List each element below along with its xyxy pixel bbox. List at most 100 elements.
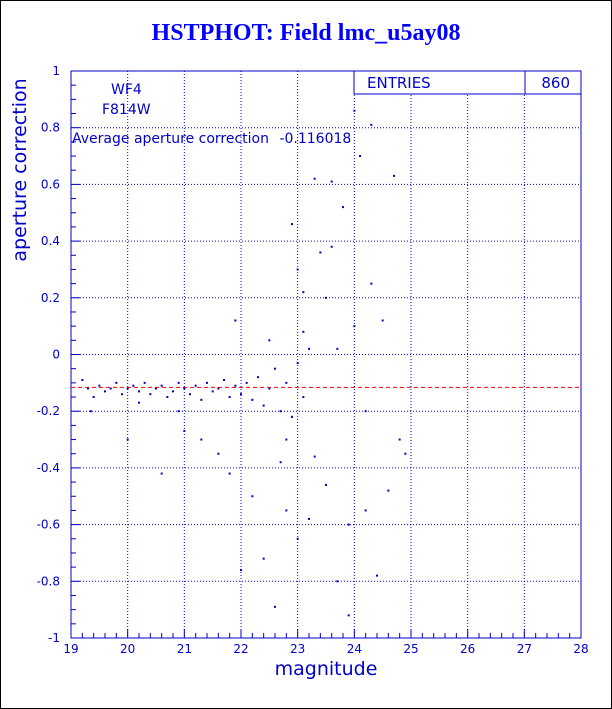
data-point bbox=[387, 489, 390, 492]
stats-label: ENTRIES bbox=[367, 74, 431, 92]
data-point bbox=[285, 381, 288, 384]
data-point bbox=[81, 379, 84, 382]
data-point bbox=[211, 390, 214, 393]
y-tick-label: 0.2 bbox=[41, 291, 60, 305]
data-point bbox=[183, 387, 186, 390]
data-point bbox=[296, 268, 299, 271]
x-axis-label: magnitude bbox=[275, 658, 378, 680]
data-point bbox=[121, 393, 123, 396]
y-axis-label: aperture correction bbox=[9, 78, 31, 261]
stats-value: 860 bbox=[541, 74, 570, 92]
x-tick-label: 20 bbox=[120, 642, 135, 656]
data-point bbox=[274, 605, 276, 608]
data-point bbox=[296, 537, 299, 540]
data-point bbox=[291, 223, 293, 226]
data-point bbox=[279, 410, 282, 413]
data-point bbox=[228, 472, 231, 475]
data-point bbox=[268, 339, 271, 342]
data-point bbox=[296, 362, 299, 365]
data-point bbox=[206, 381, 208, 384]
y-tick-label: 0.8 bbox=[41, 121, 60, 135]
y-tick-labels: -1 -0.8 -0.6 -0.4 -0.2 0 0.2 0.4 0.6 0.8 1 bbox=[37, 64, 60, 645]
data-point bbox=[217, 452, 220, 455]
data-point bbox=[353, 325, 356, 328]
y-tick-label: -0.4 bbox=[37, 461, 60, 475]
data-point bbox=[319, 251, 322, 254]
data-point bbox=[404, 452, 407, 455]
data-point bbox=[200, 398, 203, 401]
data-point bbox=[342, 206, 344, 209]
data-point bbox=[268, 387, 271, 390]
data-point bbox=[245, 381, 248, 384]
data-point bbox=[160, 472, 163, 475]
x-tick-label: 26 bbox=[460, 642, 475, 656]
data-point bbox=[240, 393, 242, 396]
data-point bbox=[353, 109, 356, 112]
x-tick-labels: 19 20 21 22 23 24 25 26 27 28 bbox=[63, 642, 588, 656]
x-tick-label: 21 bbox=[177, 642, 192, 656]
data-point bbox=[330, 180, 333, 183]
data-point bbox=[274, 367, 276, 370]
data-point bbox=[381, 319, 384, 322]
data-point bbox=[370, 282, 373, 285]
data-point bbox=[302, 330, 305, 333]
data-point bbox=[189, 393, 191, 396]
data-point bbox=[155, 387, 157, 390]
data-point bbox=[98, 384, 101, 387]
x-tick-label: 19 bbox=[63, 642, 78, 656]
data-point bbox=[228, 396, 231, 399]
data-point bbox=[149, 393, 152, 396]
data-point bbox=[370, 123, 373, 126]
data-point bbox=[262, 404, 265, 407]
stats-box: ENTRIES 860 bbox=[353, 70, 582, 95]
data-point bbox=[364, 509, 367, 512]
y-tick-label: 0 bbox=[52, 348, 60, 362]
data-point bbox=[200, 438, 203, 441]
data-point bbox=[393, 174, 395, 177]
data-point bbox=[234, 319, 237, 322]
x-tick-label: 23 bbox=[290, 642, 305, 656]
tick-marks bbox=[70, 70, 582, 639]
x-tick-label: 28 bbox=[573, 642, 588, 656]
data-point bbox=[194, 384, 197, 387]
average-label-text: Average aperture correction bbox=[72, 131, 269, 147]
data-point bbox=[262, 557, 265, 560]
data-point bbox=[325, 296, 327, 299]
data-point bbox=[132, 384, 135, 387]
data-point bbox=[138, 401, 140, 404]
data-point bbox=[251, 495, 254, 498]
data-point bbox=[143, 381, 146, 384]
data-point bbox=[177, 381, 180, 384]
data-point bbox=[364, 410, 367, 413]
filter-label: F814W bbox=[102, 102, 151, 118]
y-tick-label: 0.4 bbox=[41, 234, 60, 248]
data-point bbox=[398, 438, 401, 441]
data-point bbox=[251, 398, 254, 401]
data-point bbox=[109, 387, 112, 390]
data-point bbox=[217, 387, 220, 390]
data-point bbox=[234, 384, 237, 387]
data-point bbox=[285, 438, 288, 441]
data-point bbox=[302, 291, 305, 294]
data-point bbox=[325, 483, 327, 486]
data-point bbox=[160, 384, 163, 387]
x-tick-label: 24 bbox=[347, 642, 362, 656]
data-point bbox=[183, 430, 186, 433]
chip-label: WF4 bbox=[111, 82, 142, 98]
grid-lines bbox=[71, 71, 581, 638]
data-point bbox=[330, 245, 333, 248]
data-point bbox=[126, 438, 129, 441]
data-point bbox=[166, 396, 169, 399]
data-point bbox=[92, 396, 95, 399]
data-point bbox=[291, 415, 293, 418]
data-point bbox=[240, 568, 242, 571]
x-tick-label: 27 bbox=[517, 642, 532, 656]
chart-title: HSTPHOT: Field lmc_u5ay08 bbox=[151, 20, 461, 46]
data-point bbox=[126, 387, 129, 390]
data-point bbox=[336, 580, 339, 583]
data-point bbox=[87, 387, 89, 390]
data-point bbox=[279, 461, 282, 464]
data-point bbox=[89, 410, 92, 413]
data-point bbox=[313, 177, 316, 180]
